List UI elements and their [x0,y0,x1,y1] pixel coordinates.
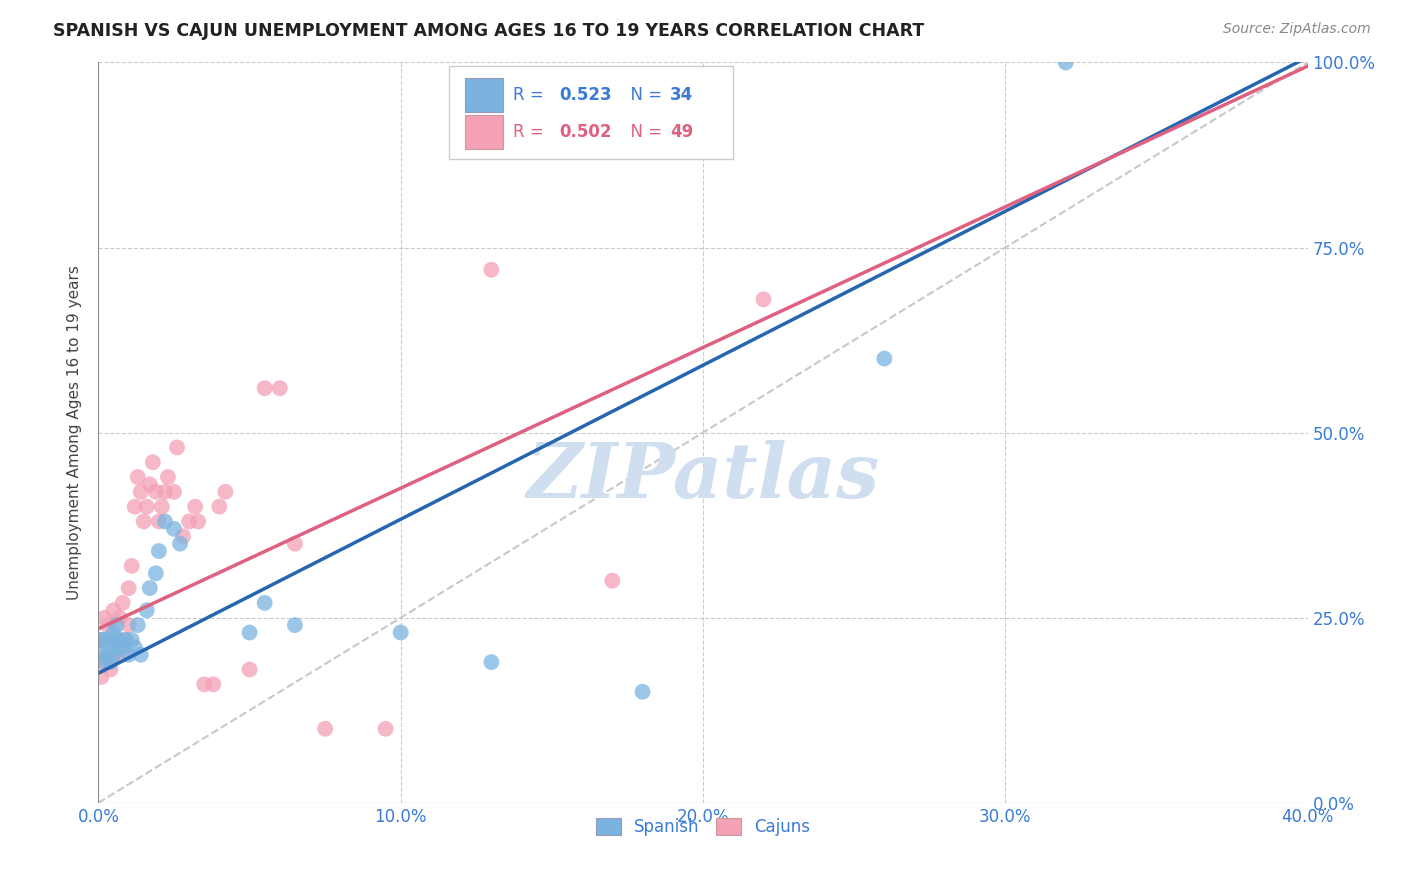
Point [374,722,396,736]
Point [127,470,149,484]
Point [129,648,152,662]
Text: 49: 49 [671,123,693,141]
Point [481,262,503,277]
Point [100,663,122,677]
Text: 0.523: 0.523 [560,86,612,104]
Point [124,640,146,655]
Point [148,544,170,558]
Text: R =: R = [513,86,550,104]
Point [111,596,134,610]
Point [187,515,209,529]
Point [169,536,191,550]
Point [269,381,291,395]
Point [153,484,176,499]
Point [96,648,118,662]
Text: N =: N = [620,123,666,141]
Point [111,648,134,662]
Point [105,618,128,632]
Point [202,677,225,691]
Point [214,484,236,499]
Point [284,618,307,632]
Point [90,648,112,662]
Point [96,648,118,662]
FancyBboxPatch shape [465,115,503,149]
Point [100,632,122,647]
Point [239,625,262,640]
Point [103,603,125,617]
Point [93,632,115,647]
Point [179,515,201,529]
Point [145,566,167,581]
Point [873,351,896,366]
Point [631,685,654,699]
Text: Source: ZipAtlas.com: Source: ZipAtlas.com [1223,22,1371,37]
FancyBboxPatch shape [465,78,503,112]
Point [90,670,112,684]
Point [135,500,157,514]
Point [142,455,165,469]
Point [145,484,167,499]
Point [121,632,143,647]
Point [163,484,186,499]
Point [96,618,118,632]
Point [253,381,276,395]
Point [166,441,188,455]
Point [105,632,128,647]
Point [90,632,112,647]
Point [114,632,136,647]
Point [118,648,141,662]
Point [135,603,157,617]
Point [193,677,215,691]
Point [118,581,141,595]
Point [1054,55,1077,70]
Point [105,640,128,655]
Point [148,515,170,529]
Point [100,655,122,669]
Point [239,663,262,677]
Text: N =: N = [620,86,666,104]
Point [481,655,503,669]
Legend: Spanish, Cajuns: Spanish, Cajuns [589,811,817,843]
Text: SPANISH VS CAJUN UNEMPLOYMENT AMONG AGES 16 TO 19 YEARS CORRELATION CHART: SPANISH VS CAJUN UNEMPLOYMENT AMONG AGES… [53,22,925,40]
Point [163,522,186,536]
Point [124,500,146,514]
Point [172,529,194,543]
Point [129,484,152,499]
Point [389,625,412,640]
Point [139,581,162,595]
Point [284,536,307,550]
Point [93,655,115,669]
Point [602,574,624,588]
Point [253,596,276,610]
Point [103,648,125,662]
Point [93,655,115,669]
FancyBboxPatch shape [449,66,734,159]
Point [127,618,149,632]
Point [111,640,134,655]
Text: 0.502: 0.502 [560,123,612,141]
Point [150,500,173,514]
Text: ZIPatlas: ZIPatlas [526,440,880,514]
Point [108,632,131,647]
Text: R =: R = [513,123,550,141]
Point [103,625,125,640]
Point [208,500,231,514]
Point [93,610,115,624]
Text: 34: 34 [671,86,693,104]
Point [156,470,179,484]
Point [108,610,131,624]
Point [314,722,336,736]
Point [121,558,143,573]
Point [153,515,176,529]
Point [118,618,141,632]
Point [752,293,775,307]
Point [132,515,155,529]
Point [100,632,122,647]
Point [90,632,112,647]
Point [184,500,207,514]
Point [114,632,136,647]
Point [103,648,125,662]
Point [139,477,162,491]
Y-axis label: Unemployment Among Ages 16 to 19 years: Unemployment Among Ages 16 to 19 years [67,265,83,600]
